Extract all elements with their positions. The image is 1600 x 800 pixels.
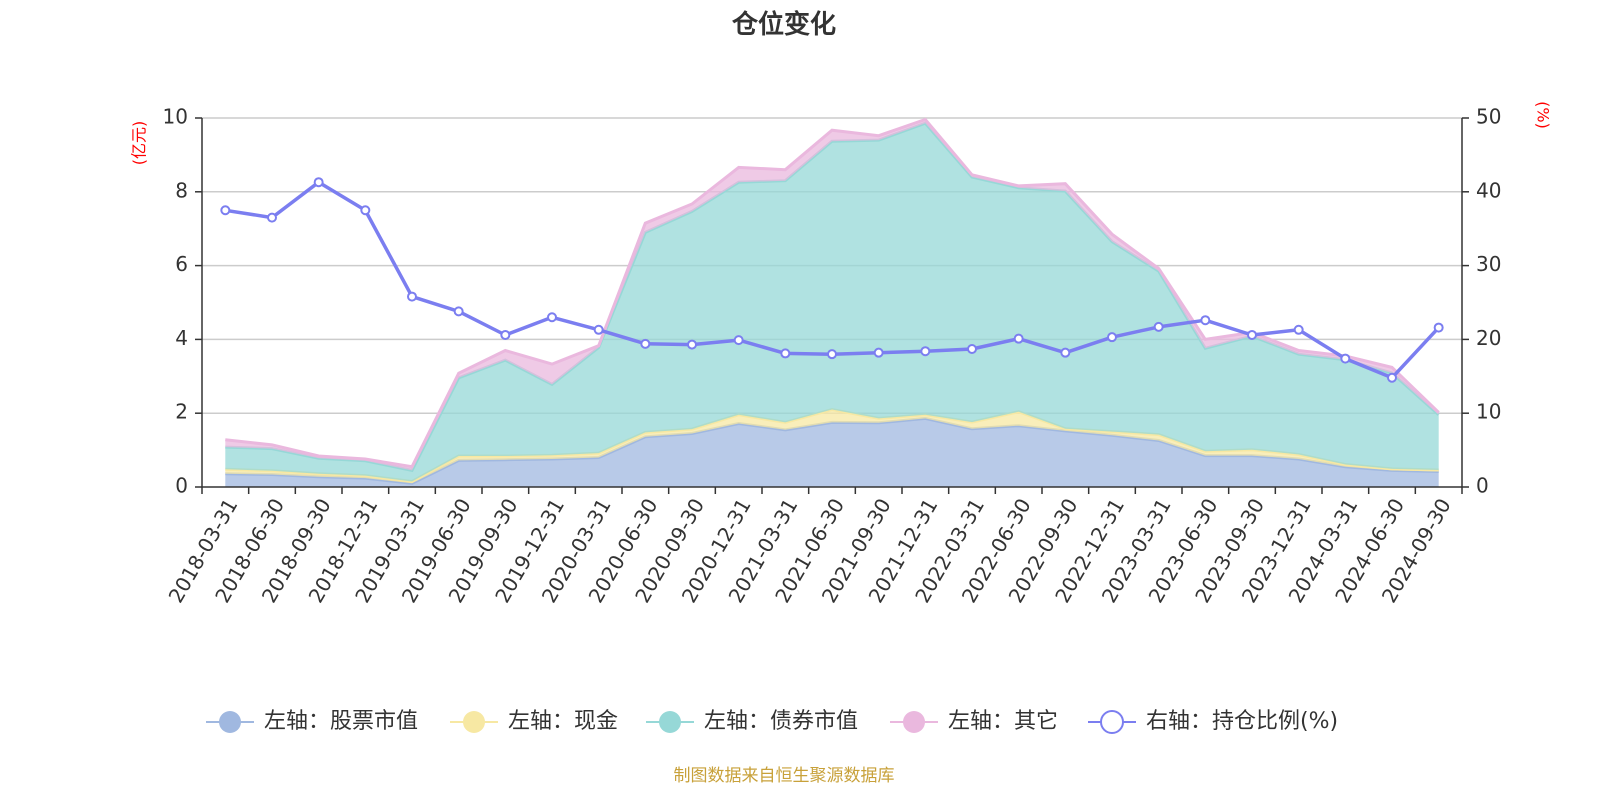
legend-marker (659, 711, 681, 733)
ratio-point (453, 306, 464, 317)
legend-label: 左轴：现金 (508, 709, 618, 734)
legend-label: 右轴：持仓比例(%) (1146, 709, 1338, 734)
area-左轴：债券市值 (225, 123, 1439, 482)
area-左轴：股票市值 (225, 418, 1439, 487)
ratio-point (1293, 324, 1304, 335)
data-source-note: 制图数据来自恒生聚源数据库 (674, 766, 895, 786)
right-y-tick-label: 10 (1476, 400, 1501, 424)
holding-ratio-line (220, 177, 1444, 383)
legend: 左轴：股票市值 左轴：现金 左轴：债券市值 左轴：其它 右轴：持仓比例(%) (206, 709, 1338, 734)
right-y-tick-label: 30 (1476, 252, 1501, 276)
left-y-tick-label: 6 (175, 252, 188, 276)
ratio-point (873, 347, 884, 358)
left-y-tick-label: 4 (175, 326, 188, 350)
ratio-point (500, 329, 511, 340)
legend-label: 左轴：其它 (948, 709, 1058, 734)
legend-label: 左轴：债券市值 (704, 709, 858, 734)
right-y-tick-label: 20 (1476, 326, 1501, 350)
ratio-point (1387, 372, 1397, 383)
legend-marker (903, 711, 925, 733)
ratio-point (1200, 315, 1211, 326)
ratio-point (687, 339, 697, 350)
ratio-point (827, 349, 837, 360)
stacked-areas (225, 117, 1440, 487)
ratio-point (313, 177, 324, 188)
legend-marker (1100, 710, 1124, 734)
ratio-point (967, 343, 977, 354)
ratio-point (1013, 333, 1024, 344)
legend-label: 左轴：股票市值 (264, 709, 418, 734)
right-axis-unit: (%) (1534, 101, 1553, 129)
ratio-point (1153, 321, 1164, 332)
left-axis-unit: (亿元) (130, 121, 149, 166)
ratio-point (220, 205, 231, 216)
right-y-tick-label: 40 (1476, 178, 1501, 202)
ratio-point (920, 346, 931, 357)
ratio-point (267, 212, 277, 223)
chart-title: 仓位变化 (731, 9, 836, 40)
ratio-point (547, 312, 557, 323)
legend-marker (219, 711, 241, 733)
ratio-point (733, 335, 744, 346)
area-edge-左轴：其它 (225, 117, 1440, 469)
legend-marker (463, 711, 485, 733)
ratio-point (407, 291, 417, 302)
ratio-point (1433, 322, 1444, 333)
left-y-tick-label: 10 (163, 105, 188, 129)
ratio-point (1340, 353, 1351, 364)
ratio-point (1107, 332, 1117, 343)
left-y-tick-label: 2 (175, 400, 188, 424)
ratio-point (593, 324, 604, 335)
ratio-point (1060, 347, 1071, 358)
right-y-tick-label: 0 (1476, 474, 1489, 498)
left-y-tick-label: 0 (175, 474, 188, 498)
right-y-tick-label: 50 (1476, 105, 1501, 129)
ratio-point (1247, 329, 1257, 340)
ratio-point (780, 348, 791, 359)
ratio-point (360, 205, 371, 216)
ratio-point (640, 338, 651, 349)
left-y-tick-label: 8 (175, 178, 188, 202)
